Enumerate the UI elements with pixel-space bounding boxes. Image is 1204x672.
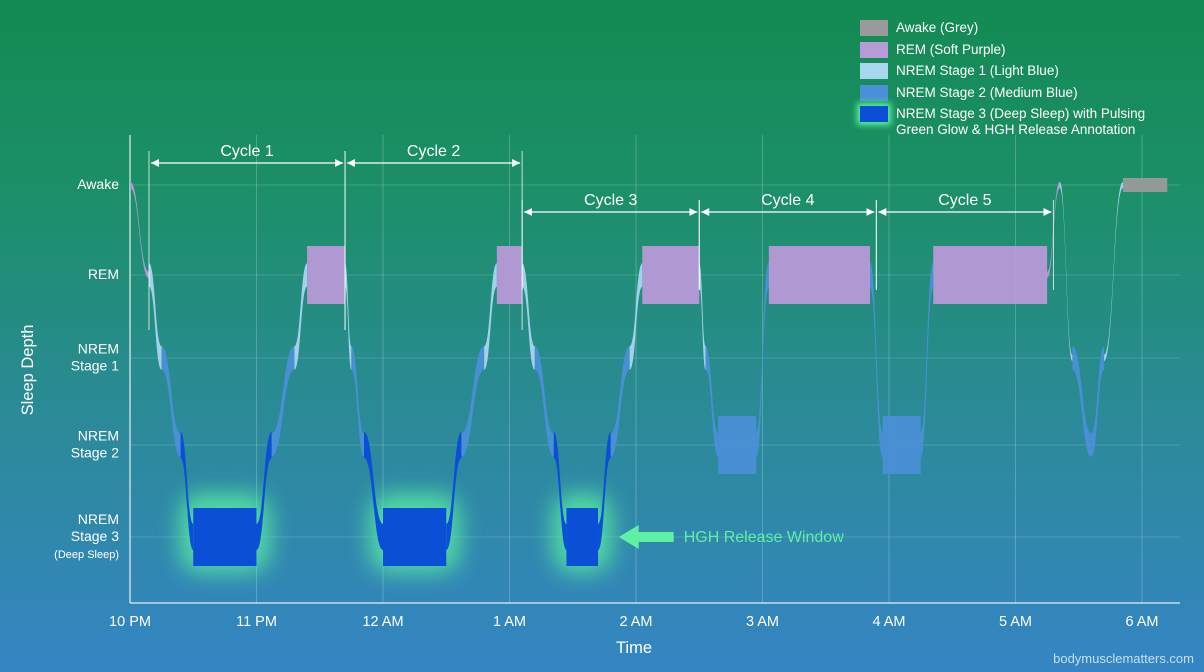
stage-band-nrem2 <box>1072 346 1092 457</box>
legend-swatch <box>860 20 888 36</box>
stage-band-nrem3 <box>446 431 462 551</box>
stage-band-nrem3 <box>180 431 194 551</box>
legend-item: NREM Stage 3 (Deep Sleep) with Pulsing Gr… <box>860 106 1200 146</box>
stage-band-nrem2 <box>351 346 365 457</box>
x-tick-label: 1 AM <box>493 614 526 630</box>
legend-swatch <box>860 41 888 58</box>
stage-band-nrem3 <box>364 431 383 551</box>
stage-band-rem <box>130 181 149 279</box>
stage-band-nrem1 <box>148 263 162 370</box>
legend-swatch <box>860 106 888 122</box>
cycle-label: Cycle 2 <box>407 143 460 160</box>
y-tick-label: Stage 3 <box>71 528 119 544</box>
stage-band-nrem2 <box>534 346 554 457</box>
annotations: HGH Release Window <box>618 525 845 549</box>
stage-band-nrem2 <box>161 346 181 457</box>
legend-label-line: Green Glow & HGH Release Annotation <box>896 122 1136 137</box>
stage-band-nrem2 <box>705 346 719 457</box>
y-tick-label: Stage 2 <box>71 445 119 461</box>
stage-band-nrem2 <box>718 416 757 474</box>
x-tick-label: 5 AM <box>999 614 1032 630</box>
cycle-label: Cycle 1 <box>220 143 273 160</box>
x-tick-label: 11 PM <box>236 614 277 630</box>
stage-band-nrem2 <box>870 261 883 459</box>
y-tick-label: NREM <box>78 428 119 444</box>
x-tick-label: 3 AM <box>746 614 779 630</box>
legend-swatch <box>860 63 888 79</box>
stage-band-nrem1 <box>699 263 706 370</box>
stage-band-nrem3 <box>256 431 272 551</box>
legend-label: Awake (Grey) <box>896 20 979 35</box>
cycle-label: Cycle 4 <box>761 192 814 209</box>
stage-band-nrem1 <box>1059 181 1073 362</box>
y-tick-label: REM <box>88 266 119 282</box>
stage-band-rem <box>307 246 346 304</box>
legend-item: NREM Stage 2 (Medium Blue) <box>860 84 1200 107</box>
stage-band-nrem1 <box>522 263 535 370</box>
legend-item: REM (Soft Purple) <box>860 41 1200 64</box>
cycle-label: Cycle 5 <box>938 192 991 209</box>
x-tick-label: 10 PM <box>109 614 151 630</box>
stage-band-rem <box>642 246 700 304</box>
stage-band-nrem1 <box>294 263 308 370</box>
legend-label: NREM Stage 1 (Light Blue) <box>896 63 1059 78</box>
axis-labels: 10 PM 11 PM 12 AM 1 AM 2 AM 3 AM 4 AM 5 AM 6 AM A… <box>19 176 1159 657</box>
stage-band-nrem1 <box>1104 181 1124 362</box>
stage-band-nrem2 <box>610 346 630 457</box>
stage-band-nrem3 <box>566 508 599 566</box>
y-tick-label: (Deep Sleep) <box>54 549 119 561</box>
stage-band-nrem2 <box>271 346 295 457</box>
stage-band-nrem2 <box>920 261 934 459</box>
legend-item: Awake (Grey) <box>860 20 1200 42</box>
cycle-brackets: Cycle 1 Cycle 2 Cycle 3 Cycle 4 Cycle 5 <box>148 143 1054 330</box>
stage-bands <box>130 178 1168 573</box>
stage-band-nrem2 <box>1091 346 1105 457</box>
stage-band-nrem2 <box>756 261 769 459</box>
x-tick-label: 6 AM <box>1125 614 1158 630</box>
legend-swatch <box>860 84 888 101</box>
y-tick-label: Awake <box>77 176 119 192</box>
cycle-label: Cycle 3 <box>584 192 637 209</box>
hgh-annotation-label: HGH Release Window <box>684 529 845 546</box>
stage-band-nrem1 <box>345 263 352 370</box>
x-axis-title: Time <box>616 639 652 657</box>
y-tick-label: NREM <box>78 511 119 527</box>
stage-band-nrem3 <box>383 508 447 566</box>
stage-band-rem <box>768 246 871 304</box>
x-tick-label: 2 AM <box>619 614 652 630</box>
legend-label: REM (Soft Purple) <box>896 41 1006 57</box>
stage-band-nrem2 <box>461 346 485 457</box>
x-tick-label: 4 AM <box>872 614 905 630</box>
stage-band-awake <box>1123 178 1168 192</box>
axes <box>129 135 1180 604</box>
stage-band-nrem1 <box>629 263 643 370</box>
legend-label: NREM Stage 2 (Medium Blue) <box>896 84 1078 100</box>
stage-band-rem <box>933 246 1048 304</box>
stage-band-rem <box>496 246 523 304</box>
stage-band-nrem1 <box>484 263 497 370</box>
stage-band-nrem3 <box>553 431 567 551</box>
stage-band-nrem3 <box>193 508 257 566</box>
y-tick-label: Stage 1 <box>71 358 119 374</box>
stage-band-nrem3 <box>598 431 611 551</box>
hgh-arrow-icon <box>618 525 674 549</box>
legend: Awake (Grey) REM (Soft Purple) NREM Stage … <box>860 20 1200 146</box>
legend-label-line: NREM Stage 3 (Deep Sleep) with Pulsing <box>896 106 1146 121</box>
y-tick-label: NREM <box>78 341 119 357</box>
legend-label: NREM Stage 3 (Deep Sleep) with Pulsing Gr… <box>896 106 1145 138</box>
legend-item: NREM Stage 1 (Light Blue) <box>860 63 1200 85</box>
x-tick-label: 12 AM <box>362 614 403 630</box>
y-axis-title: Sleep Depth <box>19 325 37 416</box>
stage-band-nrem2 <box>882 416 921 474</box>
watermark: bodymusclematters.com <box>1053 651 1194 666</box>
